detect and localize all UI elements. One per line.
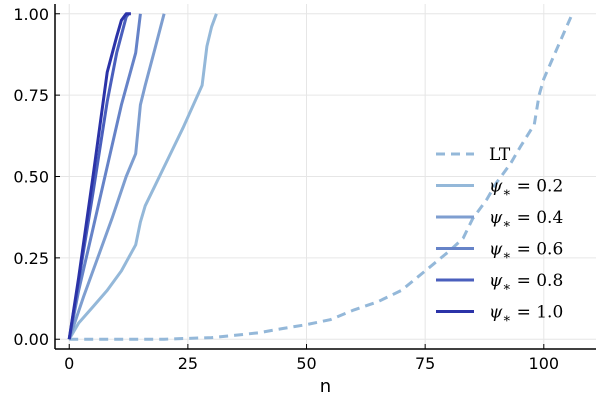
x-tick-label: 75: [415, 354, 435, 373]
x-tick-label: 0: [64, 354, 74, 373]
legend-label-5: ψ∗ = 1.0: [489, 303, 563, 327]
x-tick-label: 100: [529, 354, 560, 373]
legend-label-1: ψ∗ = 0.2: [489, 177, 563, 201]
series-line-3: [67, 13, 142, 340]
y-tick-label: 0.25: [13, 249, 49, 268]
y-tick-label: 0.75: [13, 86, 49, 105]
y-tick-label: 0.50: [13, 168, 49, 187]
x-axis-title: n: [320, 376, 331, 397]
legend-label-4: ψ∗ = 0.8: [489, 271, 563, 295]
ticks: 0 25 50 75 100 0.00 0.25 0.50 0.75 1.00: [13, 5, 559, 373]
series-line-0: [69, 13, 574, 341]
legend-label-2: ψ∗ = 0.4: [489, 208, 563, 232]
legend: LT ψ∗ = 0.2 ψ∗ = 0.4 ψ∗ = 0.6 ψ∗ = 0.8 ψ∗ = 1…: [436, 145, 563, 327]
series-layer: [67, 12, 574, 341]
legend-label-0: LT: [489, 145, 511, 165]
x-tick-label: 50: [296, 354, 316, 373]
y-tick-label: 1.00: [13, 5, 49, 24]
legend-label-3: ψ∗ = 0.6: [489, 240, 563, 264]
y-tick-label: 0.00: [13, 330, 49, 349]
series-line-5: [67, 12, 131, 340]
x-tick-label: 25: [178, 354, 198, 373]
series-line-1: [67, 13, 218, 340]
series-line-2: [67, 13, 166, 340]
